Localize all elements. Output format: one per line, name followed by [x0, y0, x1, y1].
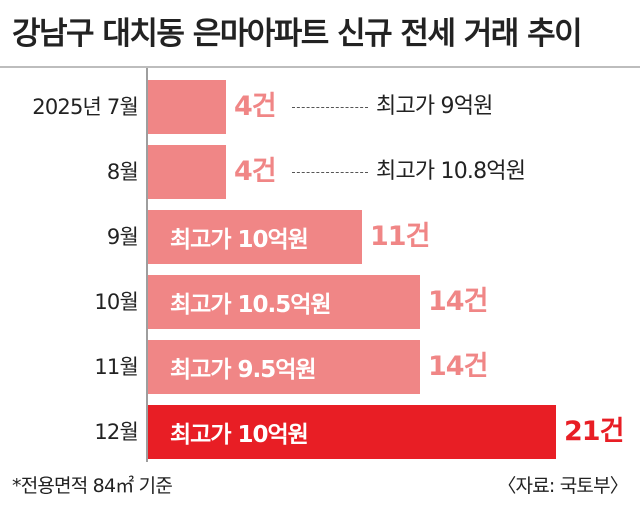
- bar: [148, 145, 226, 199]
- bar-chart: 2025년 7월 4건 최고가 9억원 8월 4건 최고가 10.8억원 9월 최고가 10억…: [0, 68, 640, 464]
- bar: 최고가 10.5억원: [148, 275, 420, 329]
- month-label: 8월: [106, 160, 139, 184]
- max-price-label: 최고가 9억원: [376, 94, 493, 119]
- month-label: 2025년 7월: [32, 95, 139, 119]
- month-label: 12월: [94, 420, 138, 444]
- leader-line: [292, 107, 368, 108]
- max-price-label: 최고가 10억원: [170, 227, 309, 253]
- month-label: 9월: [106, 225, 139, 249]
- bar: 최고가 9.5억원: [148, 340, 420, 394]
- bar: 최고가 10억원: [148, 210, 362, 264]
- chart-title: 강남구 대치동 은마아파트 신규 전세 거래 추이: [12, 16, 583, 52]
- month-label: 11월: [94, 355, 138, 379]
- max-price-label: 최고가 9.5억원: [170, 357, 317, 383]
- footnote: *전용면적 84㎡ 기준: [12, 475, 173, 497]
- source-note: 〈자료: 국토부〉: [497, 475, 628, 497]
- leader-line: [292, 172, 368, 173]
- bar: [148, 80, 226, 134]
- bar-value-label: 14건: [428, 286, 488, 317]
- bar-value-label: 4건: [234, 156, 277, 187]
- month-label: 10월: [94, 290, 138, 314]
- title-divider: [0, 66, 640, 68]
- bar-value-label: 21건: [564, 416, 624, 447]
- max-price-label: 최고가 10.5억원: [170, 292, 332, 318]
- max-price-label: 최고가 10억원: [170, 422, 309, 448]
- bar-value-label: 14건: [428, 351, 488, 382]
- bar: 최고가 10억원: [148, 405, 556, 459]
- category-axis-line: [146, 68, 148, 462]
- bar-value-label: 4건: [234, 91, 277, 122]
- max-price-label: 최고가 10.8억원: [376, 159, 526, 184]
- bar-value-label: 11건: [370, 221, 430, 252]
